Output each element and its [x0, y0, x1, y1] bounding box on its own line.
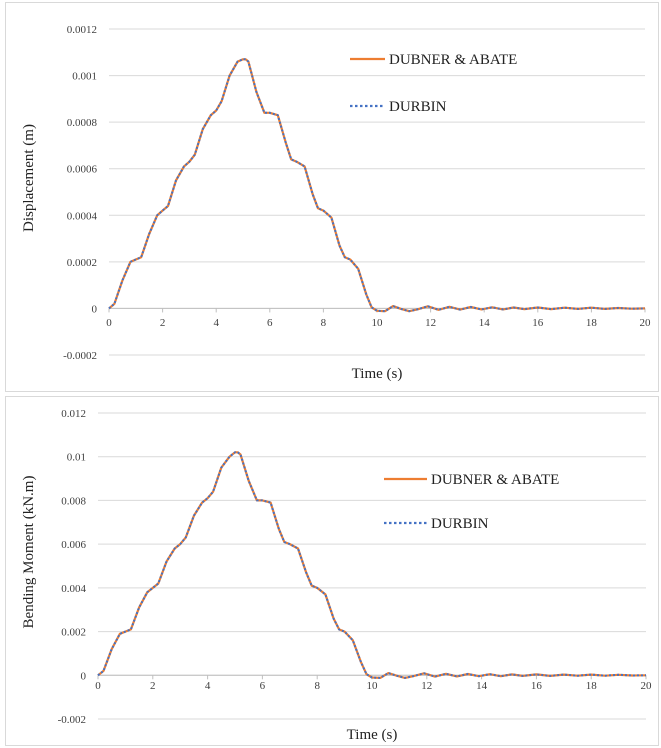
x-tick-label: 20 [641, 680, 653, 692]
y-tick-label: -0.0002 [63, 350, 97, 362]
series-line-durbin [97, 451, 647, 679]
x-tick-label: 12 [425, 317, 436, 329]
legend-label: DURBIN [431, 516, 489, 532]
x-tick-label: 4 [205, 680, 211, 692]
x-tick-label: 4 [213, 317, 219, 329]
displacement-chart: -0.0002 0 0.0002 0.0004 0.0006 0.0008 0.001 0.0… [21, 24, 652, 382]
x-tick-label: 18 [586, 680, 598, 692]
y-tick-label: 0.0006 [67, 164, 98, 176]
x-axis-title: Time (s) [347, 727, 398, 743]
x-tick-label: 6 [260, 680, 266, 692]
y-tick-label: -0.002 [58, 714, 86, 726]
bending-moment-chart-panel: -0.002 0 0.002 0.004 0.006 0.008 0.01 0.012 0 2 4 6… [5, 396, 659, 746]
x-tick-label: 16 [532, 317, 544, 329]
x-axis-title: Time (s) [352, 366, 403, 382]
y-tick-label: 0 [92, 303, 98, 315]
y-tick-label: 0.0002 [67, 257, 97, 269]
x-tick-label: 0 [95, 680, 101, 692]
x-tick-label: 0 [106, 317, 112, 329]
y-tick-label: 0.012 [61, 408, 86, 420]
y-tick-label: 0.0012 [67, 24, 97, 36]
y-tick-label: 0.001 [72, 71, 97, 83]
y-tick-label: 0.002 [61, 627, 86, 639]
y-tick-label: 0.006 [61, 539, 86, 551]
y-tick-label: 0.008 [61, 495, 86, 507]
y-tick-label: 0.004 [61, 583, 86, 595]
series-line-dubner-abate [97, 451, 647, 679]
bending-moment-chart: -0.002 0 0.002 0.004 0.006 0.008 0.01 0.012 0 2 4 6… [21, 408, 653, 743]
y-tick-label: 0.0008 [67, 117, 98, 129]
x-tick-label: 12 [421, 680, 432, 692]
displacement-chart-panel: -0.0002 0 0.0002 0.0004 0.0006 0.0008 0.001 0.0… [5, 2, 659, 392]
legend-label: DUBNER & ABATE [431, 472, 559, 488]
x-tick-label: 14 [476, 680, 488, 692]
legend-label: DUBNER & ABATE [389, 52, 517, 68]
x-tick-label: 10 [372, 317, 384, 329]
y-tick-label: 0.01 [67, 452, 86, 464]
y-tick-label: 0 [81, 670, 87, 682]
x-tick-label: 16 [531, 680, 543, 692]
x-tick-label: 8 [314, 680, 320, 692]
x-tick-label: 6 [267, 317, 273, 329]
series-line-durbin [108, 58, 646, 313]
x-tick-label: 20 [640, 317, 652, 329]
x-tick-label: 8 [321, 317, 327, 329]
x-tick-label: 2 [160, 317, 166, 329]
y-axis-title: Displacement (m) [21, 124, 37, 232]
y-tick-label: 0.0004 [67, 210, 98, 222]
x-tick-label: 2 [150, 680, 156, 692]
x-tick-label: 10 [367, 680, 379, 692]
series-line-dubner-abate [108, 58, 646, 313]
y-axis-title: Bending Moment (kN.m) [21, 476, 37, 629]
legend-label: DURBIN [389, 99, 447, 115]
x-tick-label: 14 [479, 317, 491, 329]
x-tick-label: 18 [586, 317, 598, 329]
